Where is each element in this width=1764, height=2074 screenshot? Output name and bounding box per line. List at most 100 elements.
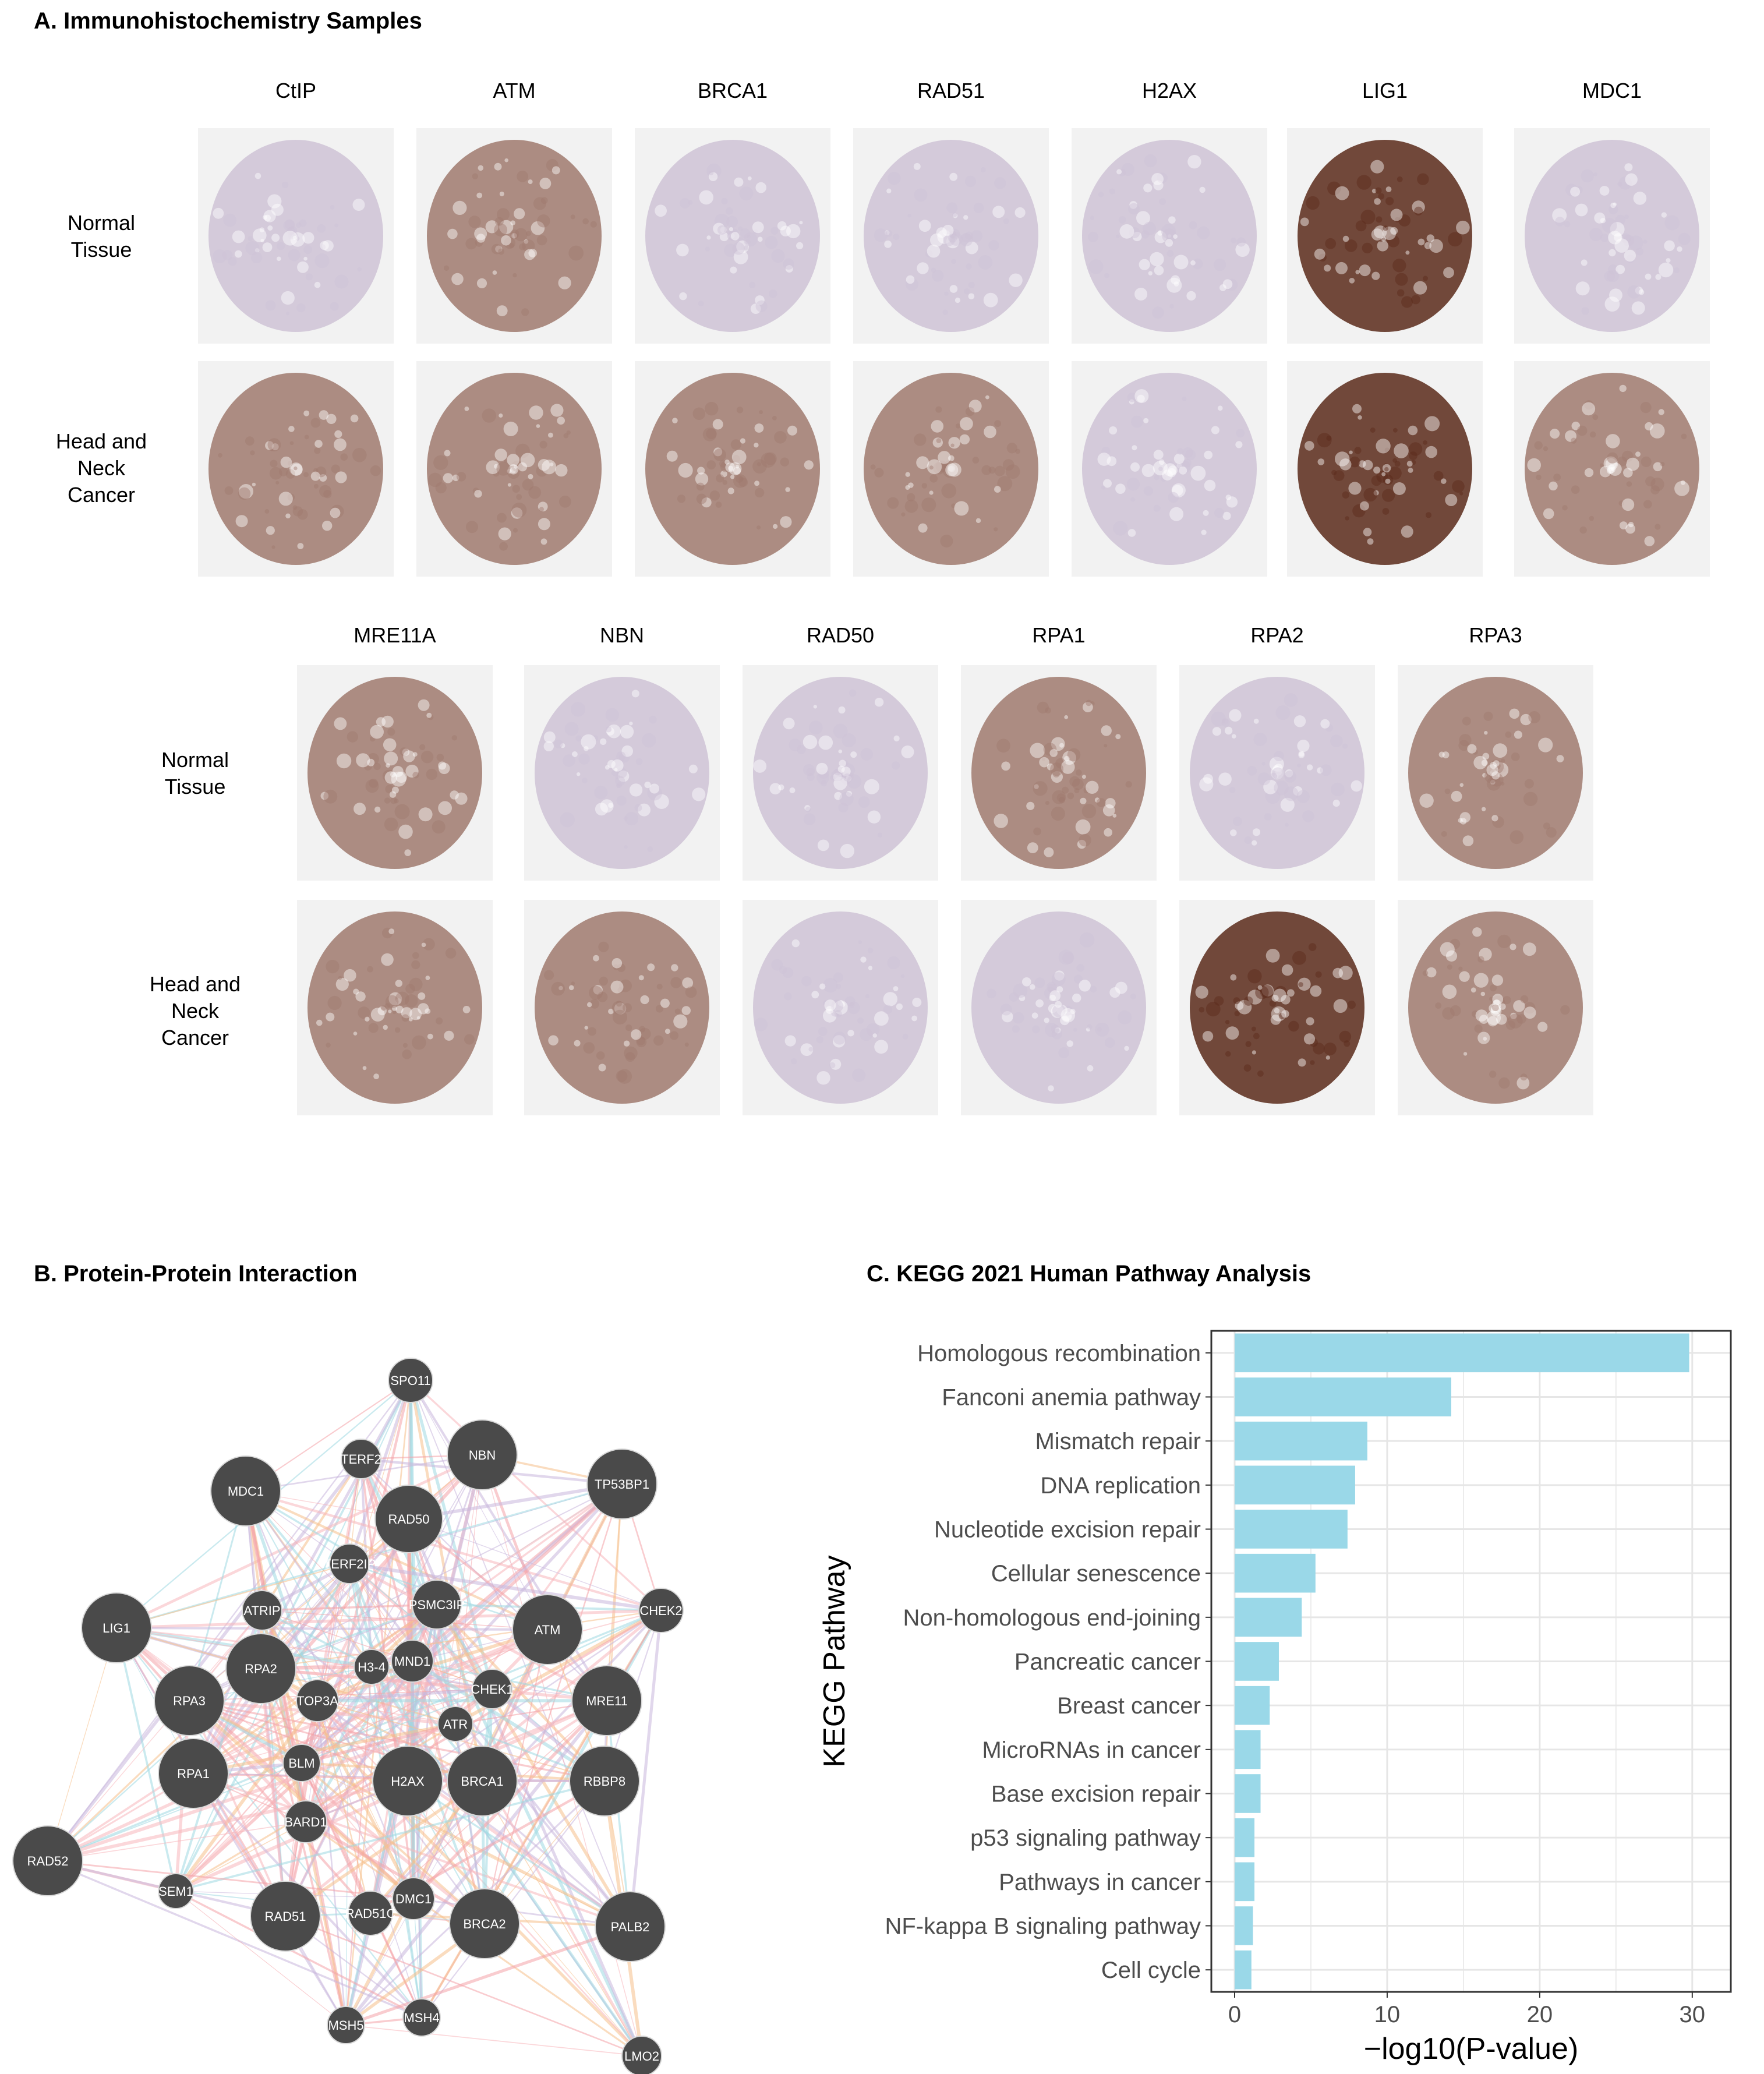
- ihc-normal-rad50: [743, 665, 938, 881]
- ppi-node-label: LMO2: [624, 2049, 659, 2064]
- panel-b-title: B. Protein-Protein Interaction: [34, 1261, 358, 1287]
- ppi-node-dmc1: DMC1: [392, 1877, 435, 1920]
- ppi-node-label: DMC1: [395, 1892, 432, 1906]
- ppi-edge: [188, 1490, 247, 1701]
- ppi-node-lig1: LIG1: [81, 1592, 152, 1663]
- ihc-normal-ctip: [198, 128, 394, 344]
- gene-label-ctip: CtIP: [275, 79, 316, 103]
- ppi-edge: [301, 1722, 456, 1765]
- ppi-node-label: BARD1: [284, 1815, 327, 1829]
- ppi-edge: [408, 1518, 662, 1611]
- ppi-edge: [175, 1891, 347, 2026]
- ppi-edge: [47, 1860, 422, 2019]
- panel-a-title: A. Immunohistochemistry Samples: [34, 8, 422, 34]
- ppi-edge: [370, 1483, 623, 1668]
- gene-label-nbn: NBN: [599, 623, 644, 647]
- ppi-edge: [305, 1609, 662, 1823]
- ppi-node-circle: [210, 1455, 281, 1527]
- ppi-edge: [261, 1610, 548, 1630]
- ppi-node-circle: [449, 1888, 520, 1959]
- ppi-node-circle: [81, 1592, 152, 1663]
- category-label: Cellular senescence: [991, 1561, 1201, 1587]
- category-label: Pathways in cancer: [999, 1870, 1201, 1895]
- ppi-node-circle: [437, 1706, 473, 1742]
- ppi-node-circle: [447, 1746, 518, 1817]
- ppi-edge: [47, 1860, 414, 1900]
- bar-14: [1235, 1950, 1252, 1990]
- ppi-node-circle: [348, 1891, 393, 1936]
- bar-5: [1235, 1553, 1316, 1593]
- ppi-node-label: RBBP8: [584, 1774, 625, 1789]
- ppi-node-label: RPA3: [173, 1694, 206, 1708]
- ihc-normal-rpa2: [1179, 665, 1375, 881]
- ppi-edge: [420, 1700, 608, 2019]
- ppi-node-label: BRCA2: [463, 1917, 505, 1931]
- ppi-edge: [628, 1610, 663, 1927]
- ppi-node-label: RAD52: [27, 1854, 69, 1868]
- ppi-node-label: RPA1: [177, 1766, 210, 1781]
- ppi-edge: [345, 1666, 373, 2026]
- ppi-node-circle: [242, 1590, 282, 1631]
- ihc-normal-rpa1: [961, 665, 1157, 881]
- ppi-node-label: MDC1: [228, 1484, 264, 1499]
- ppi-edge: [301, 1629, 548, 1764]
- ppi-node-msh5: MSH5: [327, 2006, 365, 2044]
- gene-label-brca1: BRCA1: [697, 79, 768, 103]
- ppi-edge: [345, 2024, 642, 2057]
- ppi-node-nbn: NBN: [447, 1419, 518, 1490]
- ppi-node-circle: [353, 1649, 390, 1685]
- ppi-node-top3a: TOP3A: [296, 1679, 339, 1722]
- ppi-edge: [47, 1779, 408, 1863]
- ppi-node-label: MND1: [394, 1654, 430, 1669]
- row-label-cancer: Head and Neck Cancer: [55, 429, 147, 507]
- ihc-normal-mre11a: [297, 665, 493, 881]
- ppi-node-brca2: BRCA2: [449, 1888, 520, 1959]
- ppi-node-label: RAD51C: [345, 1906, 396, 1921]
- ppi-edge: [284, 1779, 483, 1918]
- ppi-edge: [193, 1722, 456, 1775]
- ppi-node-bard1: BARD1: [284, 1800, 327, 1843]
- ppi-node-label: PALB2: [611, 1920, 650, 1934]
- bar-2: [1235, 1421, 1367, 1461]
- ppi-node-circle: [250, 1881, 321, 1952]
- ppi-edge: [317, 1687, 493, 1702]
- ppi-edge: [483, 1483, 623, 1924]
- ppi-edge: [369, 1609, 662, 1914]
- category-label: Non-homologous end-joining: [903, 1605, 1201, 1631]
- ppi-node-circle: [329, 1543, 370, 1584]
- category-label: p53 signaling pathway: [970, 1825, 1201, 1851]
- ppi-node-circle: [621, 2036, 662, 2074]
- ppi-node-label: RAD50: [388, 1512, 430, 1527]
- ppi-edge: [261, 1609, 631, 1928]
- ppi-edge: [413, 1898, 631, 1928]
- ppi-edges: [46, 1379, 663, 2057]
- gene-label-rpa2: RPA2: [1250, 623, 1304, 647]
- ppi-edge: [189, 1700, 605, 1782]
- ihc-normal-rad51: [853, 128, 1049, 344]
- ppi-edge: [409, 1379, 662, 1612]
- ppi-edge: [301, 1762, 414, 1899]
- ppi-edge: [175, 1890, 422, 2019]
- ihc-cancer-mre11a: [297, 900, 493, 1115]
- ppi-node-circle: [571, 1665, 642, 1736]
- ppi-edge: [47, 1722, 456, 1863]
- ppi-node-label: BLM: [288, 1756, 314, 1771]
- ppi-edge: [244, 1490, 319, 1701]
- ppi-node-label: SPO11: [390, 1373, 430, 1388]
- ppi-edge: [261, 1603, 437, 1612]
- ihc-cancer-rpa3: [1398, 900, 1593, 1115]
- ppi-node-circle: [388, 1358, 433, 1403]
- ppi-node-label: MSH4: [404, 2011, 439, 2025]
- ppi-node-label: ATRIP: [243, 1603, 280, 1618]
- ihc-cancer-rad50: [743, 900, 938, 1115]
- bar-12: [1235, 1862, 1255, 1902]
- ppi-edge: [47, 1668, 261, 1861]
- ppi-edge: [193, 1688, 493, 1774]
- ppi-node-circle: [154, 1665, 225, 1736]
- ppi-node-atr: ATR: [437, 1706, 473, 1742]
- ppi-node-msh4: MSH4: [402, 1998, 441, 2037]
- ppi-edge: [301, 1762, 631, 1927]
- bar-1: [1235, 1377, 1451, 1416]
- y-axis-label: KEGG Pathway: [818, 1555, 851, 1767]
- ppi-node-label: TERF2: [341, 1452, 381, 1467]
